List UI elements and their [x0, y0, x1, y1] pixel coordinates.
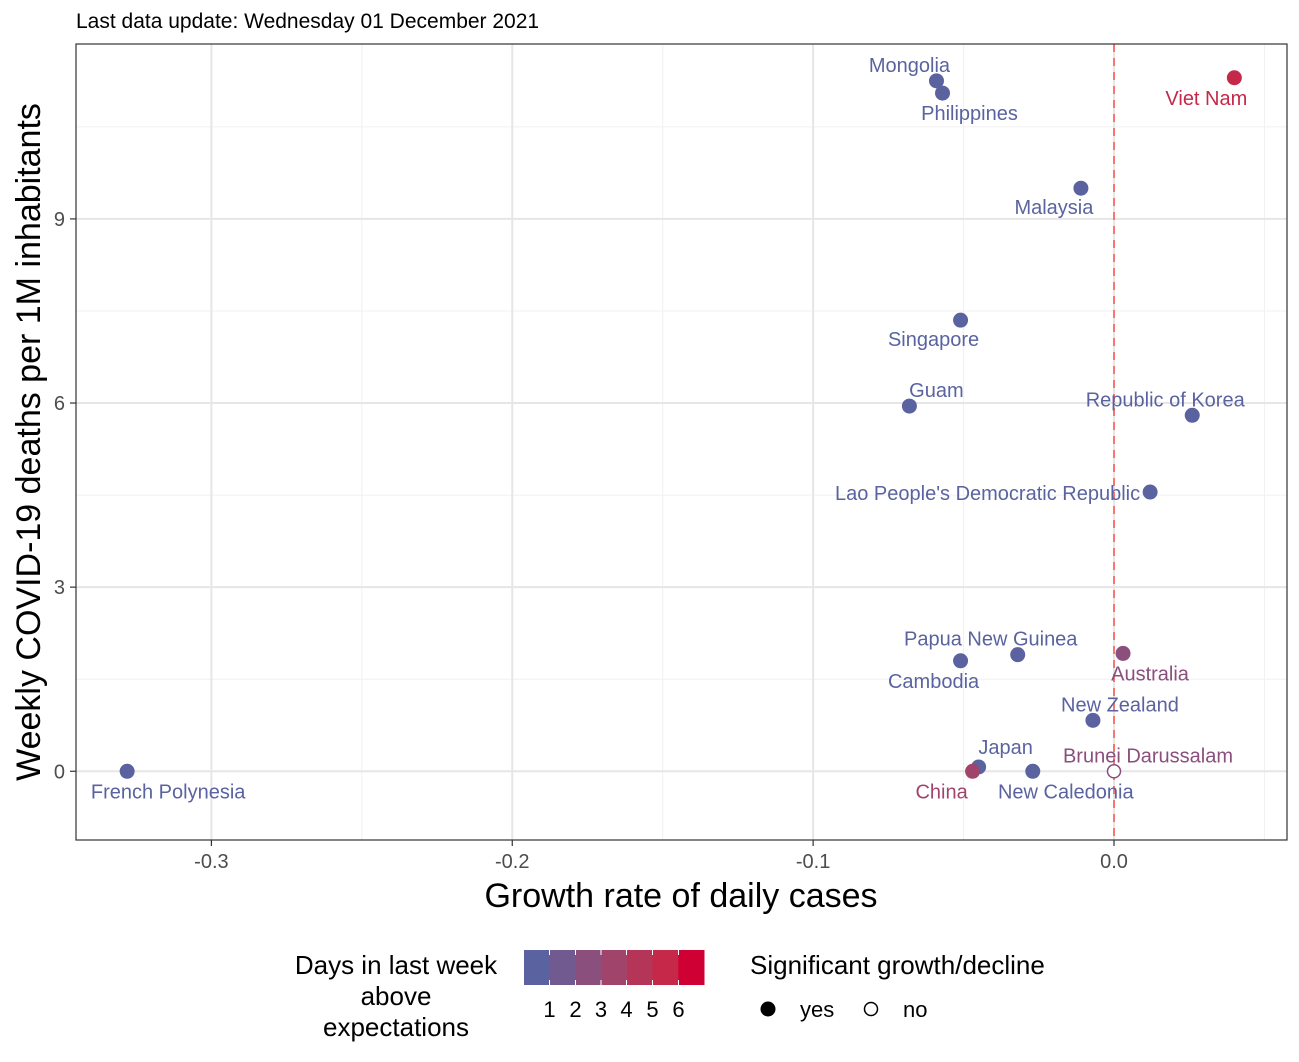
- point-label: Republic of Korea: [1086, 389, 1246, 411]
- point-label: Cambodia: [888, 671, 980, 693]
- color-legend-title-line: Days in last week: [295, 950, 498, 980]
- color-legend-tick-label: 3: [595, 997, 607, 1022]
- color-legend-tick-label: 2: [569, 997, 581, 1022]
- data-point: [1142, 484, 1158, 500]
- data-point: [953, 312, 969, 328]
- y-axis-title: Weekly COVID-19 deaths per 1M inhabitant…: [10, 103, 48, 781]
- point-label: Viet Nam: [1165, 88, 1247, 110]
- data-points: [119, 70, 1242, 779]
- point-label: Australia: [1111, 663, 1190, 685]
- shape-legend: Significant growth/decline yes no: [750, 950, 1045, 1022]
- point-label: New Zealand: [1061, 694, 1179, 716]
- color-legend-tick-label: 6: [672, 997, 684, 1022]
- point-label: Papua New Guinea: [904, 629, 1078, 651]
- point-label: French Polynesia: [91, 781, 246, 803]
- plot-background: [76, 44, 1287, 840]
- x-axis-title: Growth rate of daily cases: [484, 877, 877, 915]
- data-point: [1085, 712, 1101, 728]
- filled-circle-icon: [760, 1001, 776, 1017]
- color-legend-title-line: above: [361, 981, 432, 1011]
- data-point: [1025, 763, 1041, 779]
- shape-legend-label: no: [903, 997, 927, 1022]
- point-label: Brunei Darussalam: [1063, 745, 1233, 767]
- data-point: [965, 763, 981, 779]
- x-tick-label: -0.1: [796, 851, 830, 873]
- chart-subtitle: Last data update: Wednesday 01 December …: [76, 10, 539, 33]
- point-label: New Caledonia: [998, 781, 1135, 803]
- data-point: [928, 73, 944, 89]
- plot-area: Mongolia Philippines Viet Nam Malaysia Singa…: [75, 43, 1288, 841]
- point-label: Japan: [978, 737, 1033, 759]
- data-point: [1226, 70, 1242, 86]
- color-legend-title: Days in last week above expectations: [295, 950, 498, 1042]
- plot-border: [75, 43, 1288, 841]
- data-point: [901, 398, 917, 414]
- y-tick-label: 6: [54, 393, 65, 415]
- color-legend-title-line: expectations: [323, 1012, 469, 1042]
- data-point: [953, 653, 969, 669]
- shape-legend-title: Significant growth/decline: [750, 950, 1045, 980]
- point-label: Guam: [909, 380, 963, 402]
- color-legend-tick-label: 5: [646, 997, 658, 1022]
- point-label: Singapore: [888, 329, 979, 351]
- data-point: [119, 763, 135, 779]
- color-bar-segment: [601, 950, 628, 985]
- color-bar-segment: [549, 950, 576, 985]
- x-tick-label: -0.3: [194, 851, 228, 873]
- y-tick-label: 0: [54, 761, 65, 783]
- color-bar: [524, 950, 705, 985]
- color-bar-segment: [678, 950, 705, 985]
- point-label: Mongolia: [869, 55, 951, 77]
- point-label: Lao People's Democratic Republic: [835, 483, 1140, 505]
- color-bar-segment: [524, 950, 551, 985]
- point-labels: Mongolia Philippines Viet Nam Malaysia Singa…: [91, 55, 1247, 803]
- open-circle-icon: [863, 1001, 879, 1017]
- x-axis-ticks: -0.3 -0.2 -0.1 0.0: [194, 840, 1128, 873]
- y-axis-ticks: 0 3 6 9: [54, 209, 76, 783]
- shape-legend-label: yes: [800, 997, 834, 1022]
- point-label: Malaysia: [1014, 197, 1094, 219]
- x-tick-label: -0.2: [495, 851, 529, 873]
- grid-minor: [76, 44, 1287, 840]
- y-tick-label: 3: [54, 577, 65, 599]
- shape-legend-items: yes no: [760, 997, 927, 1022]
- color-legend-tick-label: 4: [620, 997, 632, 1022]
- data-point: [1115, 645, 1131, 661]
- data-point: [1106, 764, 1122, 779]
- color-bar-segment: [626, 950, 654, 985]
- data-point: [935, 85, 951, 101]
- y-tick-label: 9: [54, 209, 65, 231]
- color-legend-tick-label: 1: [543, 997, 555, 1022]
- x-tick-label: 0.0: [1100, 851, 1128, 873]
- data-point: [1010, 647, 1026, 663]
- point-label: Philippines: [921, 103, 1018, 125]
- point-label: China: [915, 781, 968, 803]
- data-point: [1184, 407, 1200, 423]
- color-bar-segment: [575, 950, 602, 985]
- data-point: [1073, 180, 1089, 196]
- color-bar-segment: [652, 950, 679, 985]
